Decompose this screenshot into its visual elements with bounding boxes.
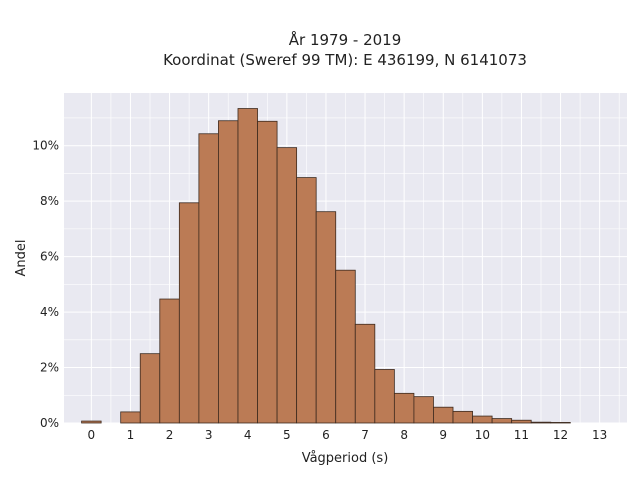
y-tick-label: 8% (40, 194, 59, 208)
histogram-bar (81, 420, 102, 424)
x-tick-label: 8 (400, 428, 408, 442)
histogram-bar (393, 392, 415, 424)
histogram-bar (433, 406, 454, 424)
x-tick-label: 2 (166, 428, 174, 442)
histogram-bar (159, 298, 180, 424)
y-axis-label: Andel (14, 240, 29, 277)
x-tick-label: 3 (205, 428, 213, 442)
x-tick-label: 13 (592, 428, 607, 442)
bars (81, 108, 571, 424)
chart-title-line-2: Koordinat (Sweref 99 TM): E 436199, N 61… (163, 51, 527, 69)
histogram-bar (198, 133, 219, 424)
y-tick-label: 0% (40, 416, 59, 430)
histogram-bar (452, 410, 473, 424)
histogram-bar (491, 418, 513, 424)
histogram-bar (472, 415, 493, 424)
x-tick-label: 4 (244, 428, 252, 442)
x-axis-label: Vågperiod (s) (302, 451, 389, 466)
histogram-bar (335, 269, 356, 424)
x-tick-label: 11 (514, 428, 529, 442)
x-tick-label: 1 (127, 428, 135, 442)
x-axis-ticks: 0 1 2 3 4 5 6 7 8 9 10 11 12 13 (88, 428, 608, 442)
histogram-bar (511, 419, 532, 424)
x-tick-label: 10 (475, 428, 490, 442)
y-tick-label: 6% (40, 250, 59, 264)
y-tick-label: 2% (40, 361, 59, 375)
x-tick-label: 7 (361, 428, 369, 442)
chart-title-line-1: År 1979 - 2019 (289, 30, 402, 49)
histogram-bar (120, 411, 141, 424)
y-tick-label: 10% (32, 139, 59, 153)
y-tick-label: 4% (40, 305, 59, 319)
histogram-bar (296, 177, 317, 424)
histogram-bar (257, 120, 278, 424)
histogram-bar (315, 211, 337, 424)
y-axis-ticks: 0% 2% 4% 6% 8% 10% (32, 139, 59, 430)
histogram-bar (374, 369, 395, 424)
x-tick-label: 12 (553, 428, 568, 442)
histogram-bar (413, 396, 434, 424)
histogram-bar (276, 147, 298, 424)
histogram-bar (178, 202, 200, 424)
histogram-bar (354, 323, 376, 424)
x-tick-label: 5 (283, 428, 291, 442)
histogram-bar (218, 120, 239, 424)
histogram-bar (550, 422, 571, 424)
x-tick-label: 9 (439, 428, 447, 442)
histogram-bar (139, 353, 161, 424)
histogram-bar (237, 108, 258, 424)
x-tick-label: 0 (88, 428, 96, 442)
x-tick-label: 6 (322, 428, 330, 442)
histogram-bar (530, 421, 552, 424)
